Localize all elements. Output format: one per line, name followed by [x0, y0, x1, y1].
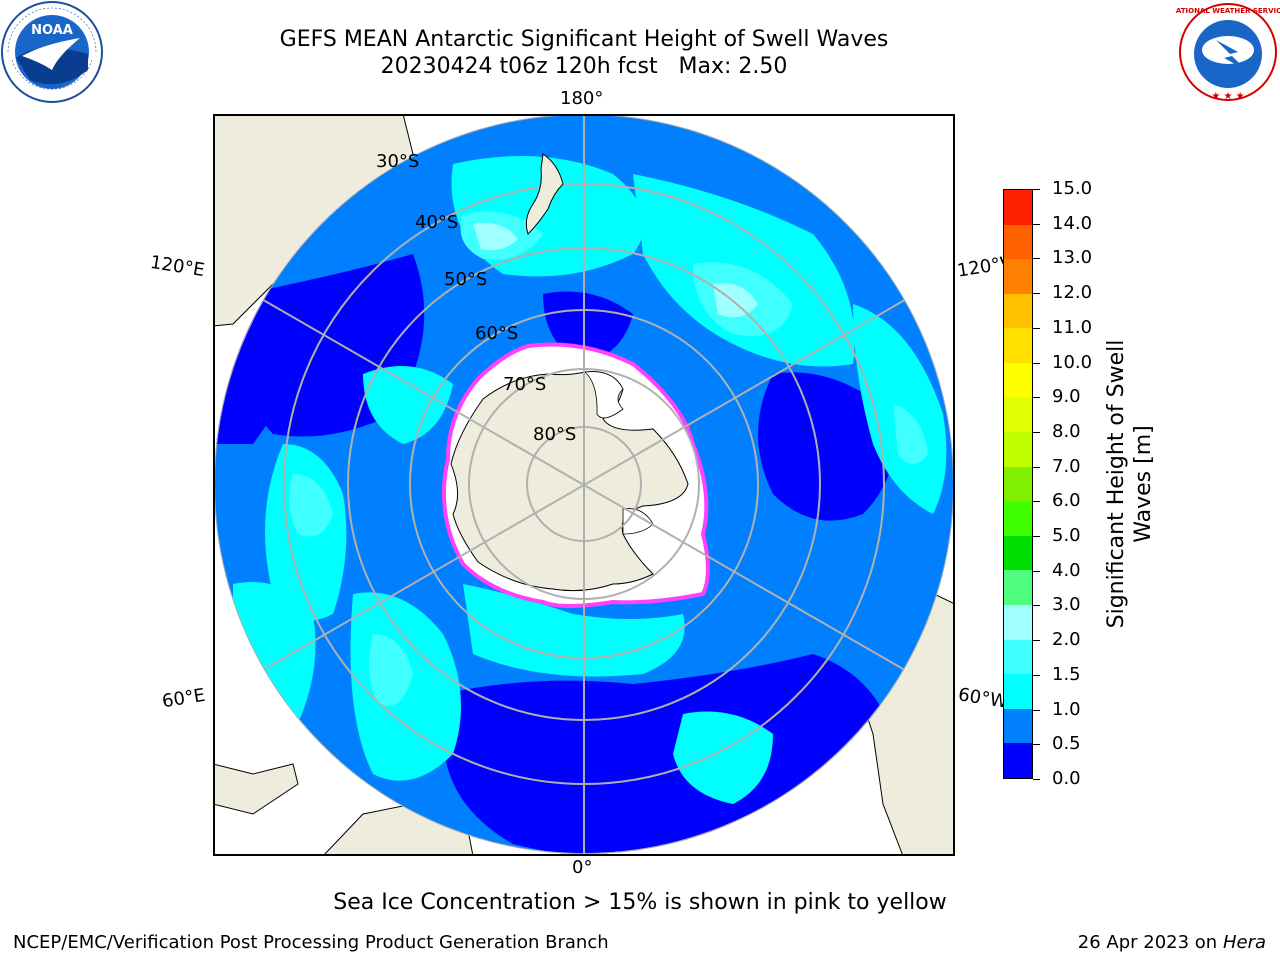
colorbar-segment — [1004, 639, 1032, 675]
noaa-logo-text: NOAA — [31, 23, 73, 38]
colorbar-tick-label: 10.0 — [1052, 352, 1093, 373]
polar-map-svg — [213, 114, 955, 856]
colorbar-segment — [1004, 570, 1032, 606]
colorbar-tick-label: 2.0 — [1052, 629, 1081, 650]
footer-date-text: 26 Apr 2023 on — [1077, 932, 1223, 953]
colorbar-segment — [1004, 535, 1032, 571]
sea-ice-caption: Sea Ice Concentration > 15% is shown in … — [333, 890, 947, 915]
longitude-label-180: 180° — [560, 88, 604, 109]
colorbar-tick-label: 12.0 — [1052, 282, 1093, 303]
colorbar-tick-label: 8.0 — [1052, 421, 1081, 442]
colorbar-segment — [1004, 432, 1032, 467]
colorbar-tick-label: 1.0 — [1052, 699, 1081, 720]
colorbar-tick — [1033, 536, 1040, 537]
colorbar-segment — [1004, 328, 1032, 363]
colorbar-tick-label: 5.0 — [1052, 525, 1081, 546]
colorbar-segment — [1004, 224, 1032, 260]
colorbar-tick-label: 4.0 — [1052, 560, 1081, 581]
longitude-label-60e: 60°E — [160, 684, 207, 713]
colorbar-tick-label: 14.0 — [1052, 213, 1093, 234]
noaa-logo: NOAA — [1, 1, 103, 103]
colorbar-tick-label: 3.0 — [1052, 594, 1081, 615]
colorbar-tick — [1033, 571, 1040, 572]
colorbar-tick-label: 11.0 — [1052, 317, 1093, 338]
figure-title: GEFS MEAN Antarctic Significant Height o… — [279, 27, 889, 52]
latitude-label-60s: 60°S — [475, 323, 519, 344]
colorbar-tick — [1033, 779, 1040, 780]
colorbar-tick — [1033, 744, 1040, 745]
colorbar-tick — [1033, 501, 1040, 502]
colorbar-tick — [1033, 293, 1040, 294]
colorbar-tick-label: 13.0 — [1052, 247, 1093, 268]
colorbar-segment — [1004, 466, 1032, 502]
colorbar-segment — [1004, 397, 1032, 433]
colorbar-tick — [1033, 224, 1040, 225]
latitude-label-50s: 50°S — [444, 269, 488, 290]
colorbar-segment — [1004, 605, 1032, 640]
colorbar-tick-label: 0.5 — [1052, 733, 1081, 754]
colorbar-tick — [1033, 363, 1040, 364]
colorbar-segment — [1004, 362, 1032, 398]
svg-text:★ ★ ★: ★ ★ ★ — [1211, 91, 1244, 102]
colorbar-tick — [1033, 675, 1040, 676]
colorbar-tick-label: 1.5 — [1052, 664, 1081, 685]
longitude-label-60w: 60°W — [956, 684, 1010, 713]
colorbar-segment — [1004, 293, 1032, 329]
colorbar-tick — [1033, 640, 1040, 641]
colorbar-tick — [1033, 328, 1040, 329]
colorbar-tick — [1033, 710, 1040, 711]
colorbar-segment — [1004, 189, 1032, 225]
colorbar-segment — [1004, 743, 1032, 778]
colorbar-tick-label: 0.0 — [1052, 768, 1081, 789]
colorbar-tick — [1033, 258, 1040, 259]
swell-field — [214, 114, 954, 854]
colorbar-title: Significant Height of Swell Waves [m] — [1104, 339, 1156, 629]
colorbar-tick-label: 7.0 — [1052, 456, 1081, 477]
colorbar-tick — [1033, 467, 1040, 468]
colorbar-segment — [1004, 674, 1032, 709]
latitude-label-80s: 80°S — [533, 424, 577, 445]
nws-logo-text: NATIONAL WEATHER SERVICE — [1176, 7, 1280, 15]
colorbar-tick-label: 9.0 — [1052, 386, 1081, 407]
polar-map[interactable] — [213, 114, 955, 856]
latitude-label-40s: 40°S — [415, 212, 459, 233]
colorbar-segment — [1004, 501, 1032, 536]
colorbar-tick — [1033, 397, 1040, 398]
colorbar-tick — [1033, 432, 1040, 433]
longitude-label-120e: 120°E — [148, 251, 207, 282]
colorbar-tick-label: 15.0 — [1052, 178, 1093, 199]
colorbar-tick — [1033, 189, 1040, 190]
longitude-gridlines — [214, 114, 954, 854]
colorbar-segment — [1004, 708, 1032, 744]
colorbar — [1003, 189, 1033, 779]
new-zealand — [525, 153, 564, 235]
latitude-label-30s: 30°S — [376, 151, 420, 172]
map-border — [213, 114, 955, 856]
figure-subtitle: 20230424 t06z 120h fcst Max: 2.50 — [380, 54, 788, 79]
footer-date: 26 Apr 2023 on Hera — [1078, 932, 1266, 953]
nws-logo: NATIONAL WEATHER SERVICE ★ ★ ★ — [1176, 3, 1280, 102]
footer-credit: NCEP/EMC/Verification Post Processing Pr… — [13, 932, 609, 953]
colorbar-tick-label: 6.0 — [1052, 490, 1081, 511]
colorbar-tick — [1033, 605, 1040, 606]
colorbar-segment — [1004, 259, 1032, 294]
latitude-label-70s: 70°S — [503, 374, 547, 395]
footer-host: Hera — [1222, 932, 1266, 953]
longitude-label-0: 0° — [572, 857, 593, 878]
